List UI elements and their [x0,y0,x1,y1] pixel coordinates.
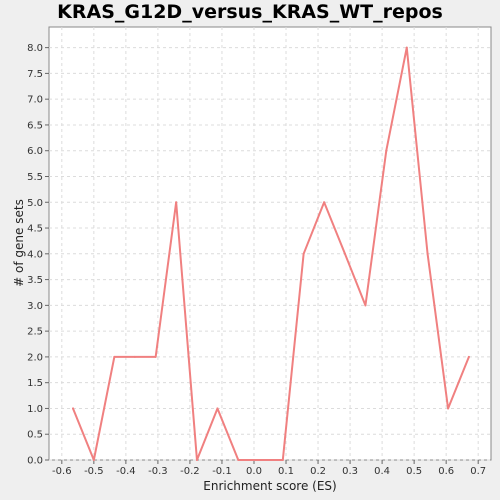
y-tick-label: 5.5 [27,172,43,183]
y-tick-label: 6.5 [27,120,43,131]
plot-area [48,26,492,461]
y-tick-label: 4.5 [27,224,43,235]
grid-lines [49,27,491,461]
y-tick-label: 2.5 [27,327,43,338]
x-tick-label: 0.0 [246,466,262,477]
data-point [154,355,157,358]
y-tick-label: 1.0 [27,404,43,415]
y-tick-label: 7.0 [27,95,43,106]
x-tick-label: -0.5 [84,466,104,477]
data-point [195,459,198,461]
data-point [323,201,326,204]
data-point [257,459,260,461]
data-point [113,355,116,358]
x-tick-label: -0.4 [116,466,136,477]
x-tick-label: 0.4 [374,466,390,477]
data-point [281,459,284,461]
x-tick-label: -0.6 [52,466,72,477]
data-point [426,252,429,255]
y-tick-label: 7.5 [27,69,43,80]
y-tick-label: 4.0 [27,249,43,260]
y-tick-label: 5.0 [27,198,43,209]
y-tick-label: 0.5 [27,430,43,441]
y-tick-label: 2.0 [27,352,43,363]
y-tick-label: 0.0 [27,456,43,467]
data-point [343,252,346,255]
data-point [364,304,367,307]
series-line-0 [72,46,470,461]
x-tick-label: -0.1 [212,466,232,477]
data-point [92,459,95,461]
data-point [216,407,219,410]
data-point [385,149,388,152]
y-tick-label: 6.0 [27,146,43,157]
x-tick-label: -0.2 [180,466,200,477]
series-layer [72,46,470,461]
y-axis: 0.0 0.5 1.0 1.5 2.0 2.5 3.0 3.5 4.0 4.5 5.0 5.5 6.0 6… [27,43,49,467]
x-axis-label: Enrichment score (ES) [203,479,336,493]
chart-title: KRAS_G12D_versus_KRAS_WT_repos [57,1,443,23]
x-tick-label: 0.1 [278,466,294,477]
x-tick-label: 0.6 [438,466,454,477]
y-tick-label: 3.5 [27,275,43,286]
y-tick-label: 3.0 [27,301,43,312]
data-point [302,252,305,255]
x-tick-label: 0.5 [406,466,422,477]
x-tick-label: -0.3 [148,466,168,477]
y-tick-label: 1.5 [27,378,43,389]
data-point [237,459,240,461]
data-point [175,201,178,204]
x-tick-label: 0.2 [310,466,326,477]
y-axis-label: # of gene sets [12,199,26,287]
x-axis: -0.6 -0.5 -0.4 -0.3 -0.2 -0.1 0.0 0.1 0.2 0.3 0.4 0… [52,460,486,477]
data-point [133,355,136,358]
x-tick-label: 0.3 [342,466,358,477]
data-point [72,407,75,410]
data-point [447,407,450,410]
y-tick-label: 8.0 [27,43,43,54]
data-point [467,355,470,358]
x-tick-label: 0.7 [470,466,486,477]
data-point [405,46,408,49]
